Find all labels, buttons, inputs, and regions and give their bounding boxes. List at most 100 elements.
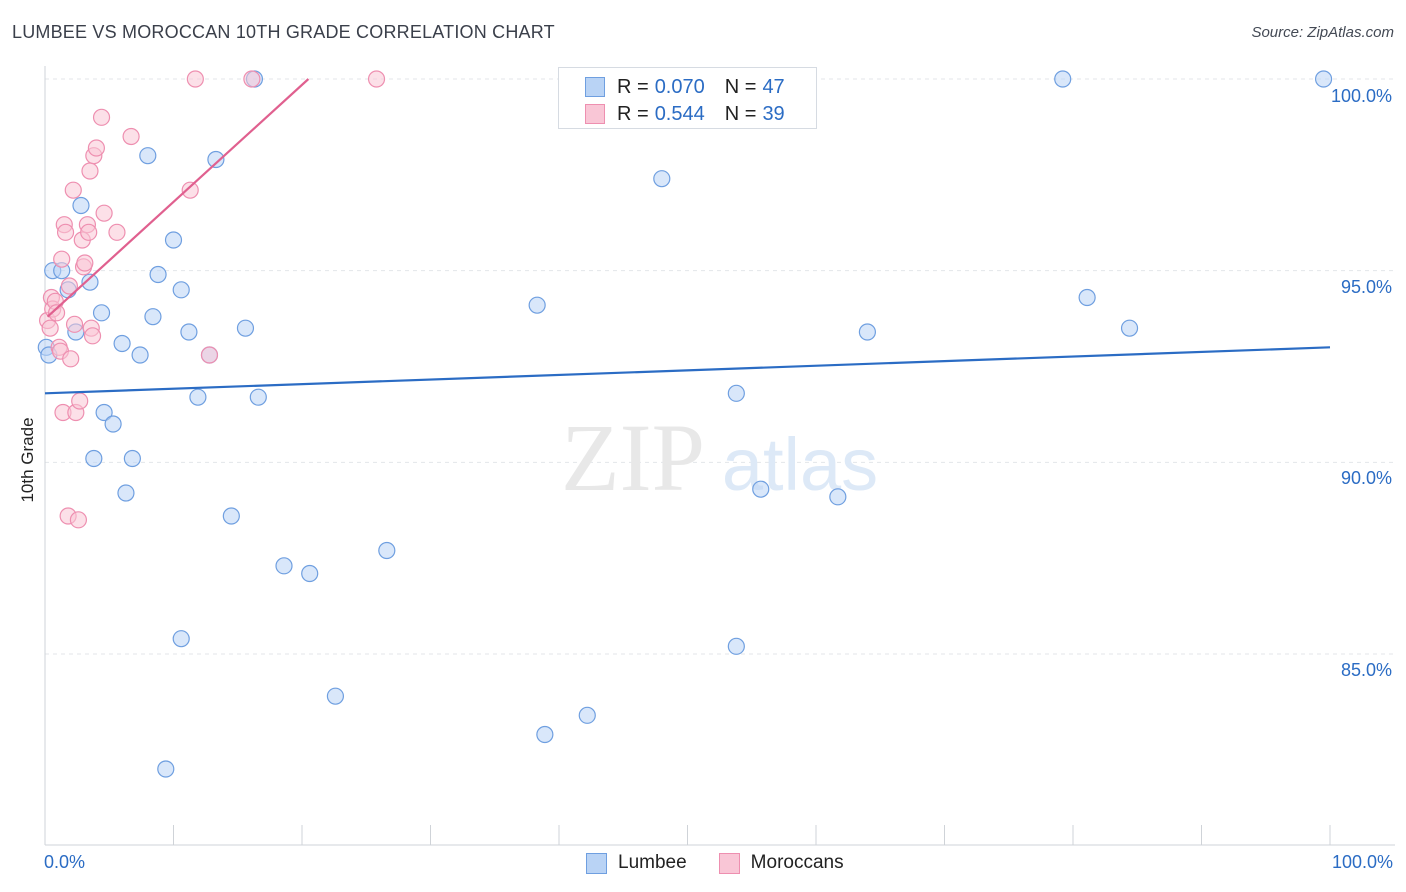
y-tick-100: 100.0%	[1330, 86, 1392, 106]
lumbee-point	[92, 304, 111, 322]
lumbee-point	[117, 484, 135, 502]
lumbee-point	[536, 725, 554, 744]
moroccan-point	[95, 204, 113, 222]
watermark-zip: ZIP	[561, 404, 705, 511]
moroccan-point	[186, 70, 204, 88]
moroccan-point	[76, 254, 94, 272]
lumbee-point	[829, 488, 847, 506]
moroccan-point	[64, 181, 82, 199]
moroccan-point	[71, 392, 89, 410]
n-value-lumbee: 47	[762, 75, 785, 98]
lumbee-point	[378, 541, 396, 560]
lumbee-point	[578, 706, 596, 724]
series-legend: Lumbee Moroccans	[586, 852, 876, 874]
moroccan-point	[200, 346, 219, 364]
r-label: R =	[617, 102, 649, 125]
lumbee-point	[1078, 288, 1096, 307]
moroccan-point	[87, 139, 106, 157]
lumbee-point	[727, 637, 745, 655]
lumbee-point	[123, 449, 141, 468]
moroccan-point	[65, 315, 84, 333]
correlation-legend: R = 0.070 N = 47 R = 0.544 N = 39	[558, 67, 817, 129]
lumbee-point	[727, 384, 745, 402]
lumbee-point	[139, 147, 157, 165]
moroccan-point	[56, 223, 75, 241]
r-value-lumbee: 0.070	[654, 75, 705, 98]
lumbee-point	[858, 323, 877, 341]
n-label: N =	[724, 102, 757, 125]
lumbee-point	[1054, 70, 1072, 88]
moroccan-point	[80, 223, 98, 241]
lumbee-point	[275, 557, 293, 575]
moroccan-point	[53, 250, 71, 268]
lumbee-point	[131, 346, 149, 364]
moroccan-point	[92, 108, 111, 126]
lumbee-point	[752, 480, 770, 498]
moroccan-trendline	[46, 78, 310, 318]
moroccan-point	[62, 350, 80, 368]
lumbee-swatch	[586, 852, 607, 874]
x-tick-0: 0.0%	[44, 852, 86, 872]
moroccan-point	[181, 181, 199, 199]
moroccan-point	[367, 70, 386, 88]
lumbee-point	[207, 150, 225, 169]
legend-label-lumbee: Lumbee	[618, 852, 687, 873]
lumbee-point	[301, 564, 319, 583]
y-tick-85: 85.0%	[1340, 660, 1392, 680]
lumbee-point	[236, 319, 255, 337]
lumbee-point	[157, 760, 175, 778]
lumbee-point	[249, 388, 267, 406]
y-tick-90: 90.0%	[1340, 468, 1392, 488]
legend-item-moroccans[interactable]: Moroccans	[718, 852, 844, 874]
chart-title: LUMBEE VS MOROCCAN 10TH GRADE CORRELATIO…	[12, 22, 555, 42]
moroccan-point	[81, 162, 99, 180]
lumbee-point	[528, 296, 546, 314]
legend-row-lumbee: R = 0.070 N = 47	[585, 74, 785, 100]
moroccan-point	[83, 327, 102, 345]
lumbee-point	[104, 415, 122, 433]
lumbee-point	[222, 507, 240, 525]
lumbee-trendline	[44, 346, 1331, 395]
lumbee-point	[95, 403, 113, 422]
moroccan-point	[47, 304, 66, 322]
moroccan-point	[243, 70, 261, 88]
moroccans-swatch	[585, 104, 605, 124]
lumbee-point	[144, 308, 162, 326]
moroccan-point	[69, 511, 88, 529]
legend-row-moroccans: R = 0.544 N = 39	[585, 101, 785, 127]
legend-label-moroccans: Moroccans	[750, 852, 844, 873]
grid-layer	[45, 78, 1395, 655]
trend-layer	[44, 78, 1331, 395]
lumbee-point	[172, 281, 190, 299]
lumbee-point	[85, 449, 103, 468]
lumbee-point	[180, 323, 198, 341]
lumbee-point	[326, 687, 345, 705]
n-value-moroccans: 39	[762, 102, 785, 125]
moroccan-point	[108, 223, 126, 241]
lumbee-point	[164, 231, 183, 249]
lumbee-point	[172, 630, 190, 648]
watermark-atlas: atlas	[722, 423, 878, 506]
n-label: N =	[724, 75, 757, 98]
lumbee-point	[189, 388, 207, 406]
lumbee-swatch	[585, 77, 605, 97]
lumbee-point	[653, 170, 671, 188]
legend-item-lumbee[interactable]: Lumbee	[586, 852, 687, 874]
lumbee-point	[72, 196, 90, 215]
lumbee-point	[81, 273, 99, 291]
lumbee-point	[1314, 70, 1333, 88]
moroccan-point	[60, 277, 79, 295]
y-axis-label: 10th Grade	[18, 417, 37, 503]
r-value-moroccans: 0.544	[654, 102, 705, 125]
lumbee-point	[113, 334, 131, 353]
lumbee-point	[149, 265, 167, 284]
lumbee-point	[1120, 319, 1139, 337]
x-tick-100: 100.0%	[1331, 852, 1393, 872]
moroccan-point	[122, 127, 140, 146]
moroccan-point	[41, 319, 59, 337]
axis-layer	[44, 66, 1395, 846]
r-label: R =	[617, 75, 649, 98]
source-label: Source: ZipAtlas.com	[1251, 24, 1394, 41]
y-tick-95: 95.0%	[1340, 277, 1392, 297]
